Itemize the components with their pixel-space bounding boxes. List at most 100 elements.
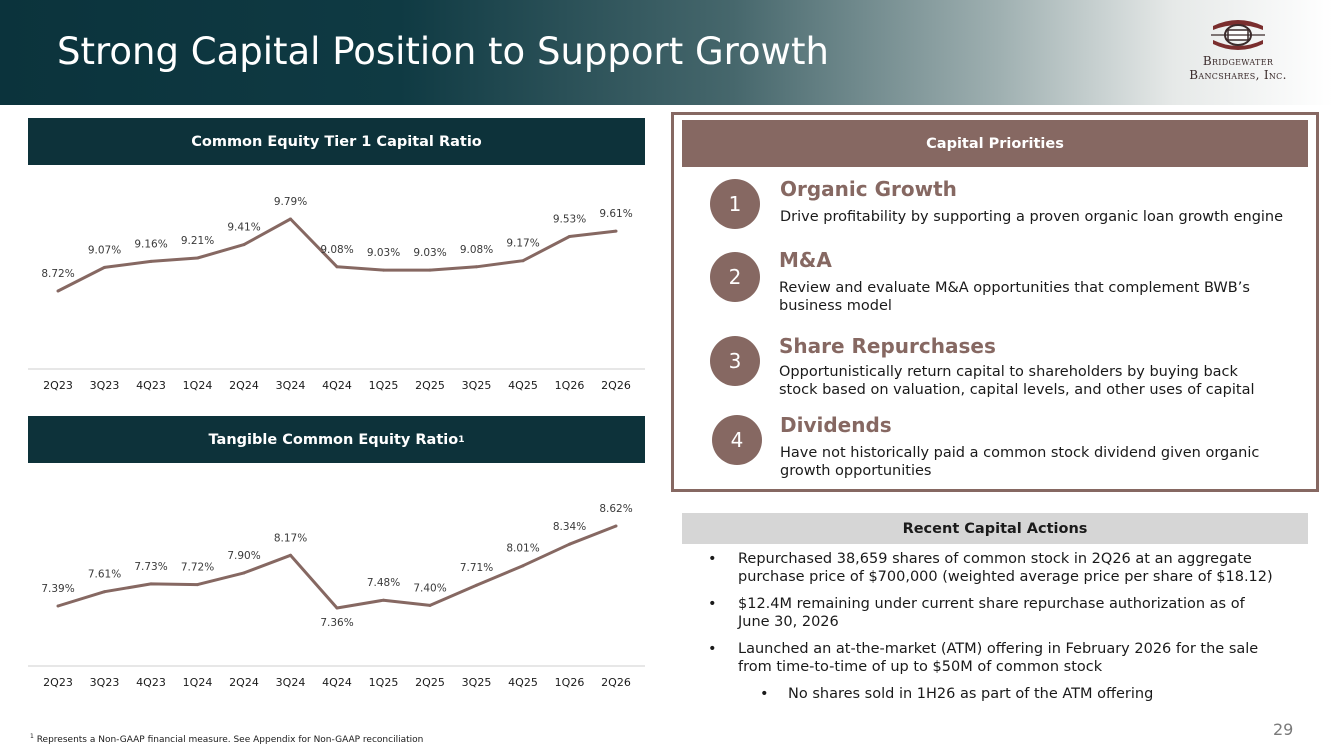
- x-tick-label: 1Q26: [555, 676, 585, 689]
- x-tick-label: 2Q24: [229, 379, 259, 392]
- data-label: 7.40%: [413, 582, 446, 594]
- capital-priorities-header: Capital Priorities: [682, 120, 1308, 167]
- bullet-text: Repurchased 38,659 shares of common stoc…: [738, 551, 1273, 585]
- data-label: 8.01%: [506, 543, 539, 555]
- x-tick-label: 1Q25: [369, 676, 399, 689]
- data-label: 7.73%: [134, 561, 167, 573]
- data-label: 9.08%: [460, 244, 493, 256]
- x-tick-label: 2Q26: [601, 379, 631, 392]
- x-tick-label: 4Q24: [322, 379, 352, 392]
- data-point: [242, 571, 246, 575]
- bullet-text: $12.4M remaining under current share rep…: [738, 596, 1245, 630]
- priority-description: Drive profitability by supporting a prov…: [780, 209, 1284, 225]
- data-label: 7.72%: [181, 562, 214, 574]
- data-label: 8.72%: [41, 268, 74, 280]
- tce-title-footnote-mark: 1: [458, 434, 465, 445]
- data-point: [103, 265, 106, 269]
- data-point: [196, 256, 199, 260]
- data-label: 9.17%: [506, 238, 539, 250]
- x-tick-label: 2Q23: [43, 379, 73, 392]
- priority-number-badge: 3: [710, 336, 760, 386]
- data-point: [56, 289, 60, 293]
- data-label: 9.79%: [274, 196, 307, 208]
- data-label: 7.61%: [88, 569, 121, 581]
- data-point: [475, 265, 478, 269]
- header-banner: [0, 0, 1333, 105]
- x-tick-label: 1Q26: [555, 379, 585, 392]
- bullet-text: No shares sold in 1H26 as part of the AT…: [788, 686, 1154, 702]
- data-point: [614, 524, 618, 528]
- x-tick-label: 2Q23: [43, 676, 73, 689]
- priority-number-badge: 2: [710, 252, 760, 302]
- x-tick-label: 3Q23: [90, 676, 120, 689]
- footnote: 1 Represents a Non-GAAP financial measur…: [30, 733, 423, 745]
- bullet-icon: •: [708, 641, 717, 657]
- data-label: 9.41%: [227, 222, 260, 234]
- data-point: [289, 553, 292, 557]
- tce-line-chart: 7.39% 2Q23 7.61% 3Q23 7.73% 4Q23 7.72% 1Q24 7.90…: [28, 503, 645, 689]
- x-tick-label: 3Q24: [276, 379, 306, 392]
- data-point: [149, 259, 153, 263]
- priority-number-badge: 1: [710, 179, 760, 229]
- data-point: [428, 268, 432, 272]
- x-tick-label: 3Q24: [276, 676, 306, 689]
- data-point: [475, 583, 478, 587]
- x-tick-label: 2Q25: [415, 676, 445, 689]
- priority-title: Dividends: [780, 413, 892, 437]
- cet1-chart-header: Common Equity Tier 1 Capital Ratio: [28, 118, 645, 165]
- bullet-icon: •: [708, 596, 717, 612]
- data-point: [335, 606, 339, 610]
- page-number: 29: [1273, 720, 1294, 739]
- x-tick-label: 4Q23: [136, 676, 166, 689]
- data-point: [382, 598, 385, 602]
- cet1-line-chart: 8.72% 2Q23 9.07% 3Q23 9.16% 4Q23 9.21% 1Q24 9.41…: [28, 196, 645, 392]
- x-tick-label: 3Q25: [462, 379, 492, 392]
- x-tick-label: 1Q25: [369, 379, 399, 392]
- data-label: 7.71%: [460, 562, 493, 574]
- data-label: 9.03%: [367, 247, 400, 259]
- page-title: Strong Capital Position to Support Growt…: [57, 30, 829, 73]
- data-point: [242, 243, 246, 247]
- priority-title: Organic Growth: [780, 177, 957, 201]
- data-label: 9.08%: [320, 244, 353, 256]
- priority-description: Have not historically paid a common stoc…: [780, 445, 1260, 479]
- data-point: [428, 603, 432, 607]
- recent-capital-actions-header: Recent Capital Actions: [682, 513, 1308, 544]
- data-point: [56, 604, 60, 608]
- capital-priorities-title: Capital Priorities: [926, 135, 1064, 152]
- x-tick-label: 4Q25: [508, 379, 538, 392]
- x-tick-label: 2Q26: [601, 676, 631, 689]
- data-point: [103, 590, 106, 594]
- data-point: [149, 582, 153, 586]
- data-point: [521, 564, 525, 568]
- priority-number-badge: 4: [712, 415, 762, 465]
- priority-title: Share Repurchases: [779, 334, 996, 358]
- cet1-chart-title: Common Equity Tier 1 Capital Ratio: [191, 133, 482, 150]
- data-label: 7.48%: [367, 577, 400, 589]
- data-point: [335, 265, 339, 269]
- data-label: 7.90%: [227, 550, 260, 562]
- x-tick-label: 2Q25: [415, 379, 445, 392]
- capital-priorities-box: [671, 112, 1319, 492]
- tce-chart-header: Tangible Common Equity Ratio 1: [28, 416, 645, 463]
- data-point: [521, 259, 525, 263]
- x-tick-label: 3Q23: [90, 379, 120, 392]
- footnote-mark: 1: [30, 733, 34, 740]
- bullet-icon: •: [708, 551, 717, 567]
- x-tick-label: 4Q23: [136, 379, 166, 392]
- logo-emblem-icon: [1211, 20, 1265, 50]
- recent-capital-actions-title: Recent Capital Actions: [902, 520, 1088, 537]
- data-label: 9.16%: [134, 238, 167, 250]
- priority-description: Review and evaluate M&A opportunities th…: [779, 280, 1250, 314]
- data-label: 9.07%: [88, 244, 121, 256]
- data-point: [568, 542, 571, 546]
- data-label: 7.36%: [320, 617, 353, 629]
- data-point: [196, 583, 199, 587]
- x-tick-label: 1Q24: [183, 379, 213, 392]
- tce-chart-title: Tangible Common Equity Ratio: [208, 431, 459, 448]
- bullet-text: Launched an at-the-market (ATM) offering…: [738, 641, 1259, 675]
- logo-line-1: Bridgewater: [1202, 54, 1274, 68]
- logo-line-2: Bancshares, Inc.: [1189, 68, 1287, 82]
- data-label: 9.53%: [553, 213, 586, 225]
- x-tick-label: 2Q24: [229, 676, 259, 689]
